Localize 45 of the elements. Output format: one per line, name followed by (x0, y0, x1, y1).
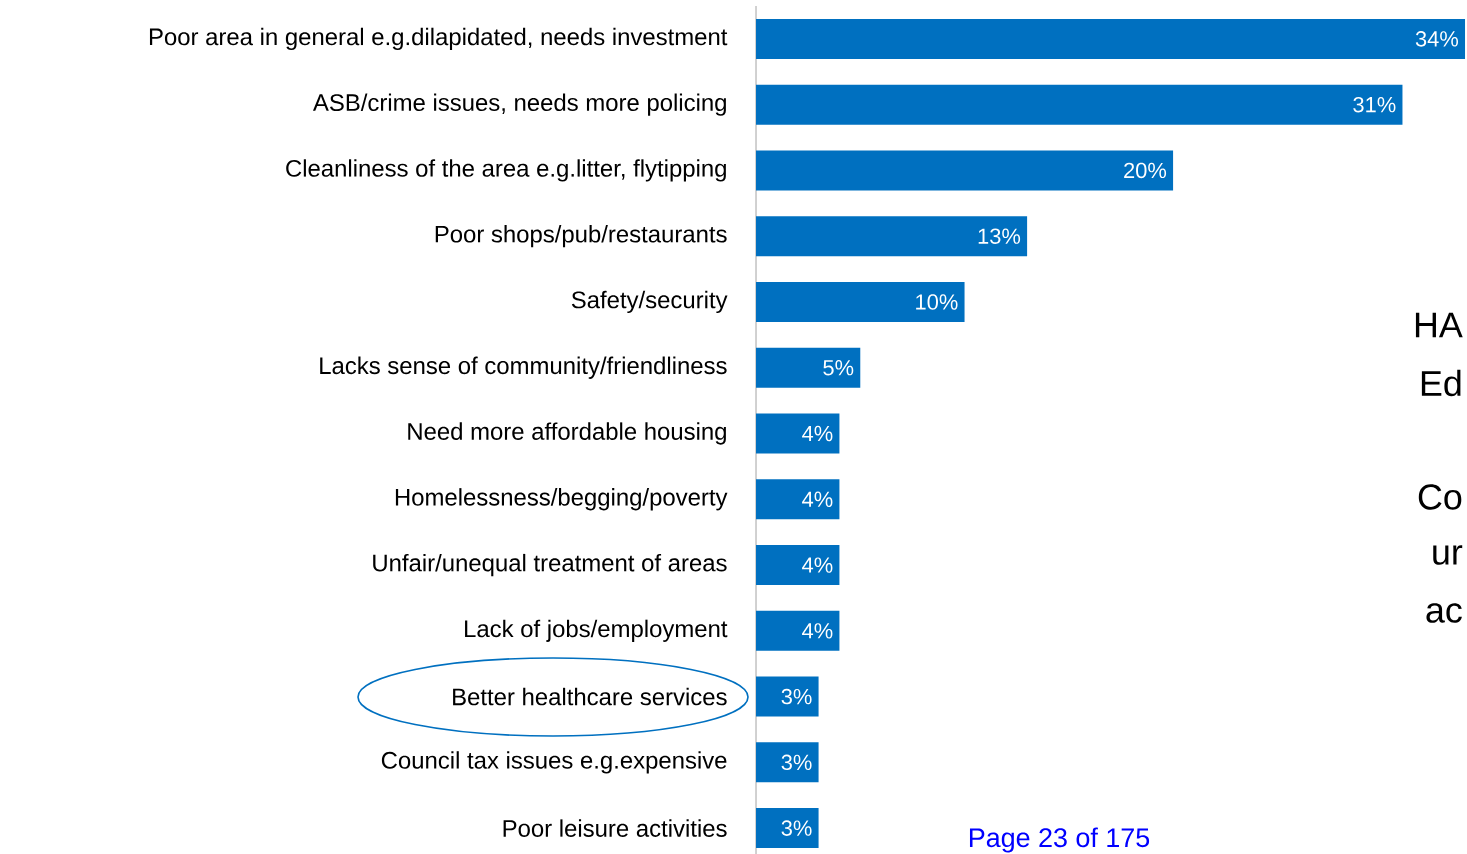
y-tick-label: Need more affordable housing (408, 422, 726, 445)
y-tick-label: ASB/crime issues, needs more policing (312, 93, 726, 116)
annotation: Ed (1421, 369, 1461, 397)
bar (756, 150, 1174, 191)
y-tick-label: Poor area in general e.g.dilapidated, needs investment (149, 27, 728, 51)
data-label: 13% (978, 228, 1021, 244)
data-label: 31% (1353, 96, 1396, 113)
annotation: Co (1418, 484, 1462, 510)
data-label: 3% (781, 688, 812, 705)
data-label: 34% (1415, 31, 1459, 47)
bar (756, 479, 840, 520)
data-label: 4% (802, 623, 833, 639)
y-tick-label: Safety/security (571, 290, 728, 314)
y-tick-label: Poor shops/pub/restaurants (435, 225, 727, 248)
bar (756, 347, 861, 388)
bar (756, 84, 1403, 125)
data-label: 3% (781, 754, 812, 771)
bar (756, 808, 819, 849)
y-tick-label: Cleanliness of the area e.g.litter, flytipping (286, 159, 726, 182)
bar (756, 216, 1028, 257)
bar (756, 413, 840, 454)
data-label: 4% (802, 425, 833, 442)
data-label: 4% (802, 557, 833, 573)
data-label: 5% (823, 360, 854, 376)
bar (756, 281, 965, 322)
bar (756, 545, 840, 586)
data-label: 20% (1124, 162, 1167, 179)
annotation: ur (1433, 545, 1463, 565)
bar (756, 18, 1466, 59)
annotation: ac (1426, 603, 1462, 623)
data-label: 3% (781, 820, 812, 836)
bar (756, 742, 819, 783)
y-tick-label: Unfair/unequal treatment of areas (373, 553, 727, 577)
y-tick-label: Lack of jobs/employment (465, 619, 728, 642)
bar (756, 676, 819, 717)
y-tick-label: Lacks sense of community/friendliness (320, 356, 727, 379)
data-label: 4% (802, 491, 833, 507)
y-tick-label: Better healthcare services (453, 687, 727, 706)
y-tick-label: Council tax issues e.g.expensive (381, 751, 727, 774)
data-label: 10% (916, 294, 958, 310)
y-tick-label: Homelessness/begging/poverty (395, 488, 728, 511)
annotation: HA (1415, 312, 1463, 338)
y-tick-label: Poor leisure activities (503, 819, 727, 837)
annotation: Page 23 of 175 (969, 827, 1150, 853)
bar (756, 610, 840, 651)
